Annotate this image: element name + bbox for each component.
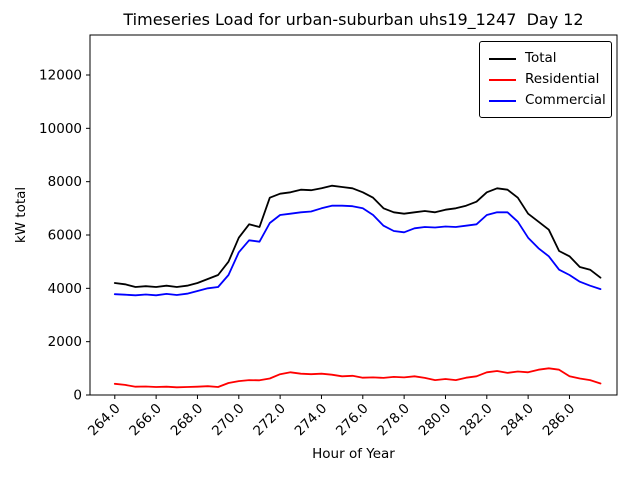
svg-text:266.0: 266.0 <box>126 401 165 440</box>
svg-text:8000: 8000 <box>48 174 82 190</box>
svg-text:12000: 12000 <box>39 68 82 84</box>
svg-text:284.0: 284.0 <box>498 401 537 440</box>
svg-text:2000: 2000 <box>48 334 82 350</box>
svg-text:274.0: 274.0 <box>292 401 331 440</box>
legend-label-residential: Residential <box>525 71 600 87</box>
svg-text:272.0: 272.0 <box>250 401 289 440</box>
svg-text:276.0: 276.0 <box>333 401 372 440</box>
svg-text:270.0: 270.0 <box>209 401 248 440</box>
residential-line-swatch <box>489 78 516 81</box>
legend-label-total: Total <box>525 50 557 66</box>
svg-text:282.0: 282.0 <box>457 401 496 440</box>
total-line-swatch <box>489 57 516 60</box>
svg-text:264.0: 264.0 <box>85 401 124 440</box>
legend: Total Residential Commercial <box>479 41 612 118</box>
legend-entry-commercial: Commercial <box>489 90 606 111</box>
chart-title: Timeseries Load for urban-suburban uhs19… <box>123 10 584 29</box>
legend-entry-total: Total <box>489 48 602 69</box>
svg-text:10000: 10000 <box>39 121 82 137</box>
svg-text:0: 0 <box>73 388 82 404</box>
svg-text:286.0: 286.0 <box>540 401 579 440</box>
legend-entry-residential: Residential <box>489 69 602 90</box>
commercial-line-swatch <box>489 99 516 102</box>
y-axis-label: kW total <box>13 186 29 244</box>
svg-text:6000: 6000 <box>48 228 82 244</box>
svg-text:4000: 4000 <box>48 281 82 297</box>
svg-text:278.0: 278.0 <box>374 401 413 440</box>
svg-text:268.0: 268.0 <box>168 401 207 440</box>
svg-text:280.0: 280.0 <box>416 401 455 440</box>
x-axis-label: Hour of Year <box>312 446 395 462</box>
legend-label-commercial: Commercial <box>525 92 606 108</box>
